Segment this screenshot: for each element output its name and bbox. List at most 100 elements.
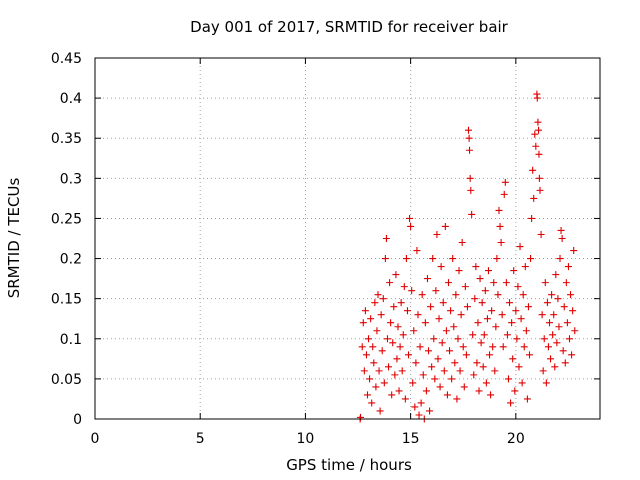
data-point [563, 319, 571, 327]
data-point [392, 271, 400, 279]
data-point [523, 395, 531, 403]
data-point [428, 363, 436, 371]
data-point [402, 255, 410, 263]
data-point [508, 319, 516, 327]
data-point [516, 243, 524, 251]
data-point [495, 206, 503, 214]
x-tick-label: 10 [297, 431, 315, 447]
data-point [512, 307, 520, 315]
data-point [456, 367, 464, 375]
data-point [372, 383, 380, 391]
y-tick-label: 0.1 [60, 332, 82, 348]
data-point [470, 371, 478, 379]
data-point [386, 279, 394, 287]
data-point [506, 299, 514, 307]
data-point [480, 331, 488, 339]
data-point [371, 299, 379, 307]
data-point [511, 387, 519, 395]
data-point [413, 247, 421, 255]
data-point [440, 367, 448, 375]
x-tick-label: 5 [196, 431, 205, 447]
data-point [476, 275, 484, 283]
data-point [541, 279, 549, 287]
data-point [484, 267, 492, 275]
data-point [520, 343, 528, 351]
data-point [406, 214, 414, 222]
data-point [464, 126, 472, 134]
data-point [473, 359, 481, 367]
data-point [542, 379, 550, 387]
y-axis-title: SRMTID / TECUs [5, 178, 23, 299]
data-point [449, 255, 457, 263]
data-point [399, 331, 407, 339]
data-point [465, 134, 473, 142]
data-point [547, 355, 555, 363]
data-point [454, 335, 462, 343]
data-point [432, 287, 440, 295]
data-point [569, 307, 577, 315]
data-point [483, 315, 491, 323]
data-point [455, 267, 463, 275]
data-point [507, 399, 515, 407]
data-point [460, 383, 468, 391]
data-point [368, 399, 376, 407]
data-point [448, 375, 456, 383]
data-point [497, 239, 505, 247]
data-point [467, 186, 475, 194]
data-point [517, 315, 525, 323]
data-point [369, 343, 377, 351]
data-point [427, 303, 435, 311]
data-point [438, 339, 446, 347]
data-point [441, 222, 449, 230]
data-point [381, 255, 389, 263]
data-point [397, 299, 405, 307]
data-point [558, 235, 566, 242]
data-point [445, 279, 452, 287]
data-point [393, 355, 401, 363]
data-point [418, 291, 426, 299]
data-point [417, 399, 425, 407]
data-point [434, 355, 442, 363]
data-point [519, 291, 527, 299]
data-point [459, 343, 467, 351]
data-point [366, 375, 374, 383]
data-point [451, 359, 459, 367]
data-point [524, 303, 532, 311]
data-point [466, 174, 474, 182]
data-point [431, 375, 439, 383]
data-point [387, 319, 395, 327]
data-point [419, 371, 427, 379]
data-point [475, 387, 483, 395]
data-point [398, 367, 406, 375]
data-point [491, 367, 499, 375]
data-point [443, 391, 451, 399]
data-point [535, 174, 543, 182]
plot-frame [94, 57, 601, 420]
data-point [510, 267, 518, 275]
data-point [552, 271, 560, 279]
data-point [458, 239, 466, 247]
y-tick-label: 0.45 [51, 51, 82, 67]
y-tick-label: 0.15 [51, 292, 82, 308]
data-point [546, 319, 553, 327]
data-point [430, 335, 438, 343]
data-point [468, 210, 476, 218]
data-point [504, 375, 512, 383]
data-point [437, 263, 445, 271]
data-point [463, 303, 471, 311]
data-point [409, 379, 417, 387]
x-tick-label: 0 [91, 431, 100, 447]
data-point [498, 311, 506, 319]
data-point [472, 263, 480, 271]
data-point [529, 166, 537, 174]
data-point [452, 291, 460, 299]
data-point [436, 383, 444, 391]
data-point [377, 311, 385, 319]
data-point [357, 413, 365, 421]
data-point [509, 355, 517, 363]
data-point [564, 263, 572, 271]
data-point [562, 279, 570, 287]
chart-title: Day 001 of 2017, SRMTID for receiver bai… [190, 18, 509, 36]
data-point [407, 222, 415, 230]
